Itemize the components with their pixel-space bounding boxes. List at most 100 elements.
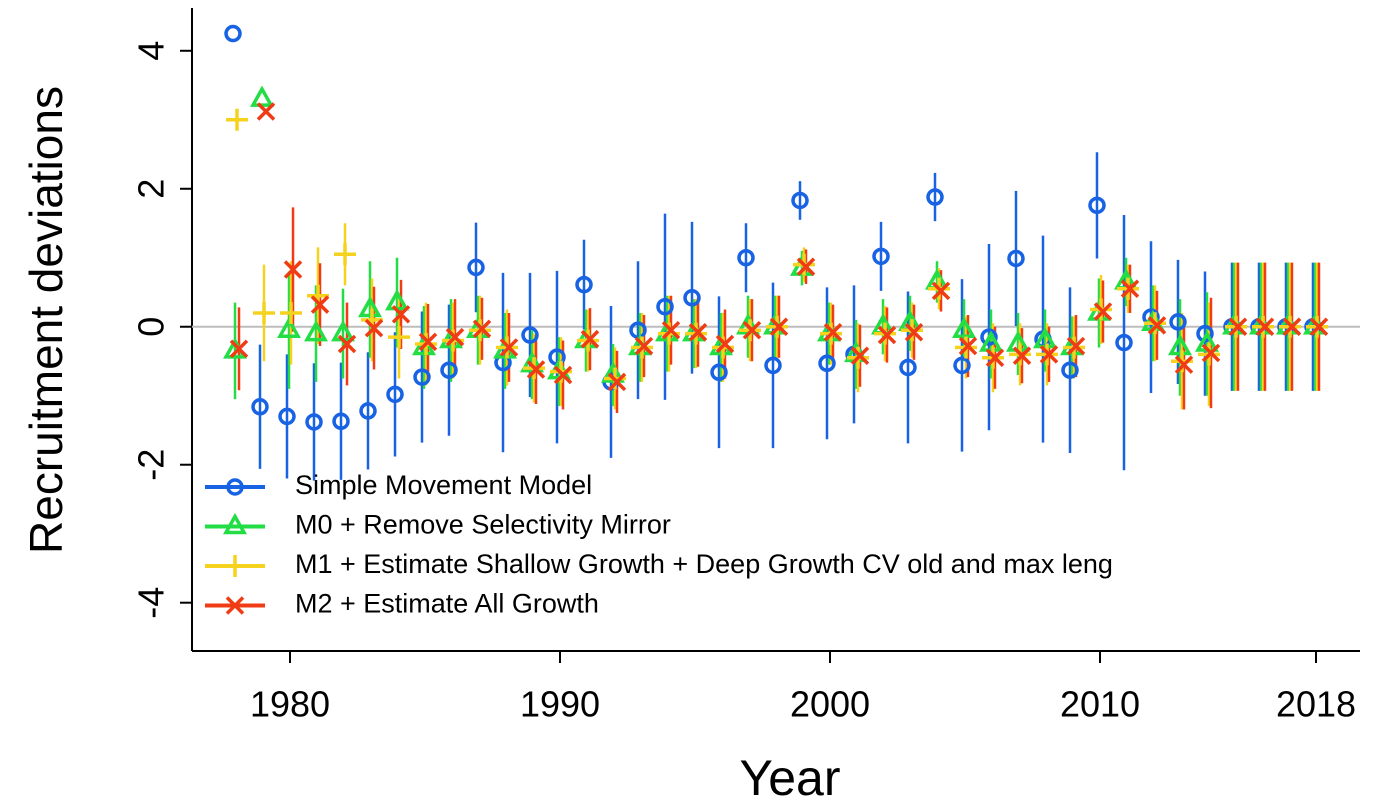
marker	[226, 108, 249, 131]
x-tick-label: 1990	[520, 684, 600, 725]
x-tick-label: 2000	[790, 684, 870, 725]
marker	[1282, 317, 1302, 336]
legend-label: M0 + Remove Selectivity Mirror	[295, 510, 671, 540]
marker	[737, 248, 755, 267]
marker	[332, 412, 350, 431]
marker	[250, 85, 275, 107]
marker	[601, 361, 625, 383]
marker	[553, 365, 573, 385]
marker	[226, 478, 244, 496]
marker	[1115, 333, 1133, 352]
y-tick-label: 2	[131, 179, 172, 199]
marker	[223, 512, 247, 535]
marker	[251, 398, 269, 416]
marker	[688, 323, 708, 342]
marker	[823, 323, 843, 342]
marker	[791, 191, 809, 210]
marker	[607, 372, 627, 392]
marker	[418, 332, 438, 352]
marker	[818, 354, 836, 373]
series	[258, 152, 1315, 481]
marker	[280, 301, 303, 324]
marker	[1039, 345, 1059, 364]
marker	[413, 368, 431, 386]
marker	[253, 301, 276, 324]
marker	[1120, 279, 1140, 299]
x-tick-label: 2010	[1060, 684, 1140, 725]
marker	[337, 334, 357, 354]
plot-area	[192, 24, 1360, 481]
legend-label: Simple Movement Model	[295, 470, 592, 500]
x-axis-title: Year	[739, 750, 840, 806]
marker	[440, 361, 458, 379]
marker	[1174, 355, 1194, 374]
marker	[225, 596, 245, 615]
marker	[224, 24, 242, 43]
marker	[715, 334, 735, 354]
marker	[710, 363, 728, 382]
marker	[1093, 302, 1113, 321]
legend-label: M1 + Estimate Shallow Growth + Deep Grow…	[295, 549, 1113, 579]
marker	[629, 321, 647, 339]
x-tick-label: 2018	[1276, 684, 1356, 725]
series-markers	[229, 102, 1329, 392]
marker	[278, 407, 296, 426]
marker	[1255, 317, 1275, 336]
y-tick-label: 0	[131, 317, 172, 337]
marker	[305, 413, 323, 431]
marker	[683, 289, 701, 307]
y-tick-label: 4	[131, 41, 172, 61]
marker	[229, 339, 249, 359]
marker	[388, 326, 411, 349]
marker	[1169, 313, 1187, 331]
marker	[926, 188, 944, 206]
marker	[359, 402, 377, 420]
marker	[958, 336, 978, 356]
marker	[931, 281, 951, 301]
marker	[1228, 317, 1248, 336]
marker	[526, 360, 546, 379]
marker	[310, 295, 330, 314]
marker	[1012, 346, 1032, 365]
marker	[1088, 196, 1106, 215]
marker	[334, 243, 357, 266]
marker	[985, 348, 1005, 368]
marker	[904, 323, 924, 342]
marker	[1061, 361, 1079, 379]
legend: Simple Movement Model M0 + Remove Selecti…	[205, 470, 1113, 619]
marker	[1309, 317, 1329, 336]
marker	[953, 356, 971, 375]
axes: -4 -2 0 2 4 1980 1990 2000 2010 2018	[131, 8, 1360, 725]
marker	[1007, 249, 1025, 268]
marker	[391, 305, 411, 324]
marker	[467, 258, 485, 277]
marker	[224, 555, 246, 577]
marker	[575, 275, 593, 294]
marker	[979, 330, 1003, 352]
marker	[304, 320, 329, 342]
marker	[283, 260, 303, 279]
marker	[899, 358, 917, 377]
marker	[742, 320, 762, 340]
marker	[877, 325, 897, 345]
marker	[1033, 326, 1057, 349]
marker	[656, 297, 674, 316]
marker	[872, 247, 890, 266]
marker	[445, 327, 465, 347]
marker	[796, 257, 816, 276]
marker	[364, 318, 384, 338]
marker	[661, 320, 681, 340]
marker	[256, 102, 276, 121]
marker	[1201, 343, 1221, 363]
marker	[472, 319, 492, 339]
marker	[769, 317, 789, 336]
marker	[580, 329, 600, 349]
marker	[386, 385, 404, 404]
marker	[358, 295, 382, 318]
y-tick-label: -2	[131, 449, 172, 481]
legend-label: M2 + Estimate All Growth	[295, 589, 599, 619]
marker	[1066, 336, 1086, 356]
y-tick-label: -4	[131, 587, 172, 619]
